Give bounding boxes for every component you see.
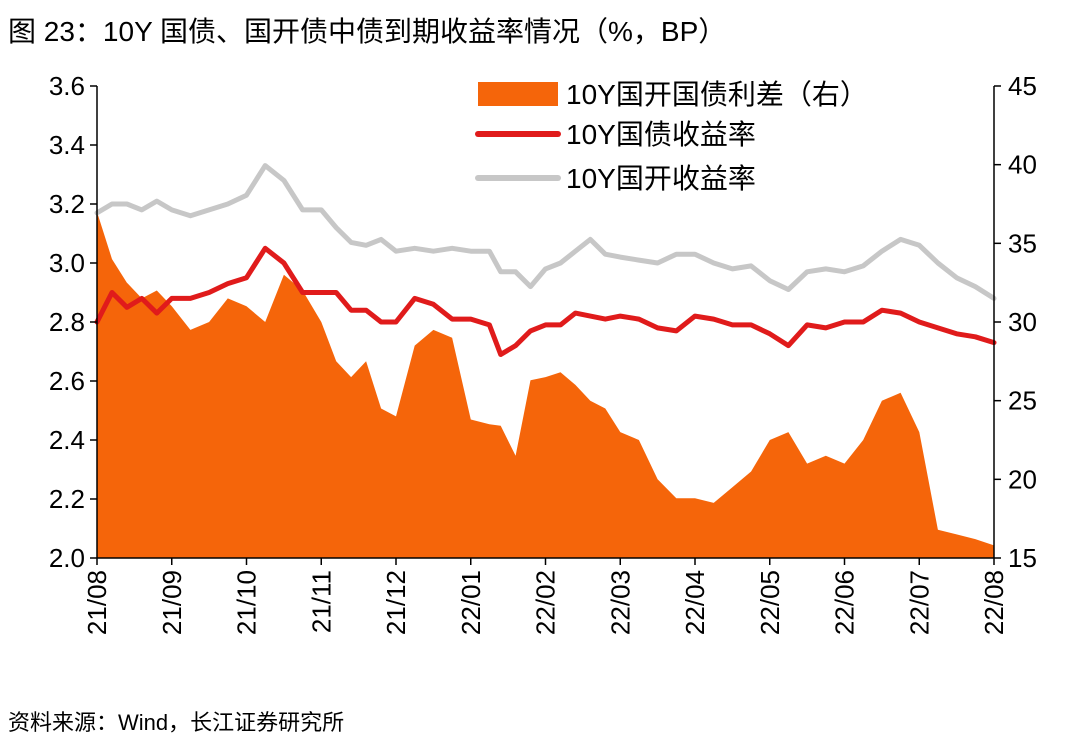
y-right-tick-label: 40 xyxy=(1008,150,1037,180)
figure-title: 图 23：10Y 国债、国开债中债到期收益率情况（%，BP） xyxy=(8,16,727,47)
series-area-spread xyxy=(97,211,994,558)
y-left-tick-label: 2.2 xyxy=(49,484,85,514)
x-tick-label: 21/09 xyxy=(157,570,187,635)
y-right-tick-label: 30 xyxy=(1008,307,1037,337)
area-layer xyxy=(97,211,994,558)
x-tick-label: 22/05 xyxy=(755,570,785,635)
legend-swatch-spread xyxy=(478,82,558,106)
y-left-tick-label: 3.2 xyxy=(49,189,85,219)
y-left-tick-label: 2.6 xyxy=(49,366,85,396)
x-tick-label: 22/01 xyxy=(456,570,486,635)
x-tick-label: 22/03 xyxy=(605,570,635,635)
x-tick-label: 22/08 xyxy=(979,570,1009,635)
y-left-tick-label: 3.6 xyxy=(49,71,85,101)
legend-label-spread: 10Y国开国债利差（右） xyxy=(566,79,868,110)
legend-label-cdb: 10Y国开收益率 xyxy=(566,163,756,194)
y-left-tick-label: 2.8 xyxy=(49,307,85,337)
x-tick-label: 22/02 xyxy=(531,570,561,635)
legend: 10Y国开国债利差（右） 10Y国债收益率 10Y国开收益率 xyxy=(475,79,868,194)
x-tick-label: 22/07 xyxy=(904,570,934,635)
y-right-tick-label: 20 xyxy=(1008,464,1037,494)
y-left-tick-label: 2.0 xyxy=(49,543,85,573)
series-line-cdb-yield xyxy=(94,163,997,301)
y-right-tick-label: 15 xyxy=(1008,543,1037,573)
y-left-tick-label: 2.4 xyxy=(49,425,85,455)
y-left-tick-label: 3.0 xyxy=(49,248,85,278)
x-tick-label: 21/12 xyxy=(381,570,411,635)
y-right-tick-label: 45 xyxy=(1008,71,1037,101)
legend-label-cgb: 10Y国债收益率 xyxy=(566,119,756,150)
y-left-tick-label: 3.4 xyxy=(49,130,85,160)
x-tick-label: 21/08 xyxy=(82,570,112,635)
y-right-tick-label: 25 xyxy=(1008,386,1037,416)
line-layer xyxy=(94,163,997,357)
series-line-cgb-yield xyxy=(94,245,997,357)
x-tick-label: 22/06 xyxy=(830,570,860,635)
x-tick-label: 22/04 xyxy=(680,570,710,635)
axes-layer: 2.0 2.2 2.4 2.6 2.8 3.0 3.2 3.4 3.6 15 20 25 30 35 40 4… xyxy=(49,71,1037,635)
y-right-tick-label: 35 xyxy=(1008,228,1037,258)
source-note: 资料来源：Wind，长江证券研究所 xyxy=(8,710,345,735)
x-tick-label: 21/11 xyxy=(306,570,336,633)
x-tick-label: 21/10 xyxy=(232,570,262,635)
